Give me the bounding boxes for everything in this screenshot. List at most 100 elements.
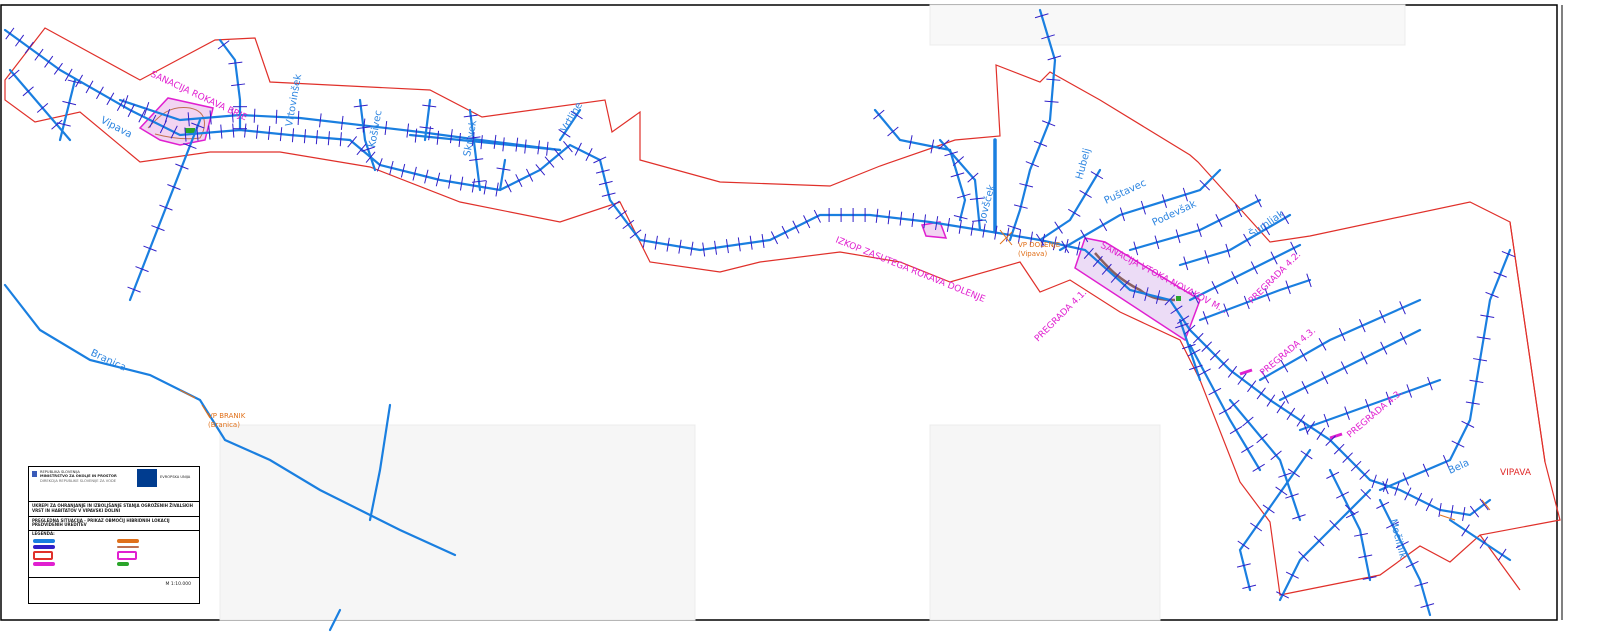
cross-section-tick bbox=[1275, 486, 1288, 496]
cross-section-tick bbox=[585, 148, 593, 162]
cross-section-tick bbox=[1493, 271, 1507, 278]
cross-section-tick bbox=[1422, 463, 1430, 477]
cross-section-tick bbox=[1450, 504, 1454, 519]
cross-section-tick bbox=[175, 163, 189, 170]
cross-section-tick bbox=[1175, 229, 1181, 244]
cross-section-tick bbox=[1362, 576, 1377, 580]
cross-section-tick bbox=[1215, 214, 1223, 228]
cross-section-tick bbox=[1281, 211, 1290, 225]
cross-section-tick bbox=[1344, 406, 1350, 420]
label-vp-dolenje-river: (Vipava) bbox=[1018, 250, 1047, 258]
legend-item-channel bbox=[117, 545, 195, 549]
cross-section-tick bbox=[232, 123, 235, 138]
eu-text: EVROPSKA UNIJA bbox=[160, 475, 191, 479]
cross-section-tick bbox=[1247, 380, 1257, 393]
cross-section-tick bbox=[1402, 472, 1409, 486]
cross-section-tick bbox=[376, 158, 383, 172]
cross-section-tick bbox=[116, 98, 125, 112]
cross-section-tick bbox=[412, 166, 417, 181]
cross-section-tick bbox=[702, 242, 706, 257]
cross-section-tick bbox=[908, 135, 913, 150]
cross-section-tick bbox=[1461, 420, 1475, 428]
cross-section-tick bbox=[1296, 414, 1306, 427]
cross-section-tick bbox=[678, 239, 682, 254]
cross-section-tick bbox=[463, 114, 478, 118]
cross-section-tick bbox=[191, 122, 205, 129]
cross-section-tick bbox=[15, 34, 25, 47]
cross-section-tick bbox=[1133, 241, 1139, 256]
cross-section-tick bbox=[449, 129, 453, 144]
cross-section-tick bbox=[1287, 468, 1300, 478]
cross-section-tick bbox=[231, 83, 246, 87]
cross-section-tick bbox=[1306, 273, 1312, 288]
cross-section-tick bbox=[1425, 498, 1433, 512]
cross-section-ticks bbox=[5, 13, 1516, 608]
cross-section-tick bbox=[44, 55, 54, 68]
cross-section-tick bbox=[365, 151, 376, 163]
cross-section-tick bbox=[279, 127, 283, 142]
cross-section-tick bbox=[969, 197, 984, 200]
legend-item-area bbox=[117, 550, 195, 560]
cross-section-tick bbox=[1184, 324, 1196, 335]
cross-section-swatch-icon bbox=[33, 544, 55, 549]
cross-section-tick bbox=[1041, 120, 1056, 127]
legend-item-marker bbox=[117, 561, 195, 566]
cross-section-tick bbox=[1420, 603, 1435, 608]
cross-section-tick bbox=[384, 121, 388, 136]
cross-section-tick bbox=[1438, 503, 1442, 517]
cross-section-tick bbox=[1414, 581, 1429, 587]
cross-section-tick bbox=[1276, 591, 1290, 599]
cross-section-tick bbox=[406, 123, 410, 138]
cross-section-tick bbox=[875, 208, 879, 223]
cross-section-tick bbox=[1451, 440, 1465, 448]
cross-section-tick bbox=[958, 219, 962, 234]
area-swatch-icon bbox=[117, 550, 137, 560]
river-tributary-14 bbox=[1278, 488, 1372, 602]
cross-section-tick bbox=[1017, 229, 1022, 244]
cross-section-tick bbox=[85, 80, 94, 94]
cross-section-tick bbox=[1170, 305, 1183, 315]
cross-section-tick bbox=[208, 125, 211, 140]
cross-section-tick bbox=[159, 204, 173, 211]
cross-section-tick bbox=[1132, 284, 1137, 299]
cross-section-tick bbox=[135, 266, 149, 273]
cross-section-tick bbox=[1241, 444, 1254, 453]
cross-section-tick bbox=[1079, 189, 1092, 199]
cross-section-tick bbox=[770, 231, 779, 245]
cross-section-tick bbox=[1354, 532, 1368, 537]
cross-section-tick bbox=[1321, 371, 1329, 385]
cross-section-tick bbox=[75, 74, 84, 88]
marker-brje bbox=[185, 128, 195, 133]
cross-section-tick bbox=[448, 174, 452, 189]
cross-section-tick bbox=[339, 132, 342, 147]
cross-section-tick bbox=[22, 86, 34, 97]
cross-section-tick bbox=[970, 221, 974, 236]
cross-section-tick bbox=[217, 40, 230, 50]
gauge-vp-dolenje[interactable] bbox=[999, 229, 1013, 246]
river-tributary-north-1 bbox=[118, 98, 562, 152]
cross-section-tick bbox=[1191, 290, 1199, 304]
cross-section-tick bbox=[149, 114, 157, 128]
cross-section-tick bbox=[1198, 368, 1211, 376]
cross-section-tick bbox=[422, 104, 437, 108]
cross-section-tick bbox=[327, 131, 330, 146]
cross-section-tick bbox=[546, 141, 549, 156]
cross-section-tick bbox=[1235, 204, 1243, 218]
gauge-vp-branik[interactable] bbox=[179, 389, 211, 419]
cross-section-tick bbox=[1485, 291, 1499, 298]
cross-section-tick bbox=[1250, 261, 1258, 275]
cross-section-tick bbox=[1237, 540, 1250, 550]
cross-section-tick bbox=[953, 215, 968, 220]
cross-section-tick bbox=[938, 139, 950, 150]
river-pustavec bbox=[1058, 168, 1222, 252]
cross-section-tick bbox=[1076, 241, 1081, 256]
cross-section-tick bbox=[1155, 290, 1161, 304]
cross-section-tick bbox=[781, 225, 789, 239]
river-bela bbox=[1378, 248, 1512, 492]
cross-section-tick bbox=[1177, 315, 1190, 325]
river-south-1 bbox=[368, 403, 392, 522]
cross-section-tick bbox=[615, 210, 628, 220]
cross-section-tick bbox=[209, 110, 212, 125]
cross-section-tick bbox=[601, 192, 616, 197]
